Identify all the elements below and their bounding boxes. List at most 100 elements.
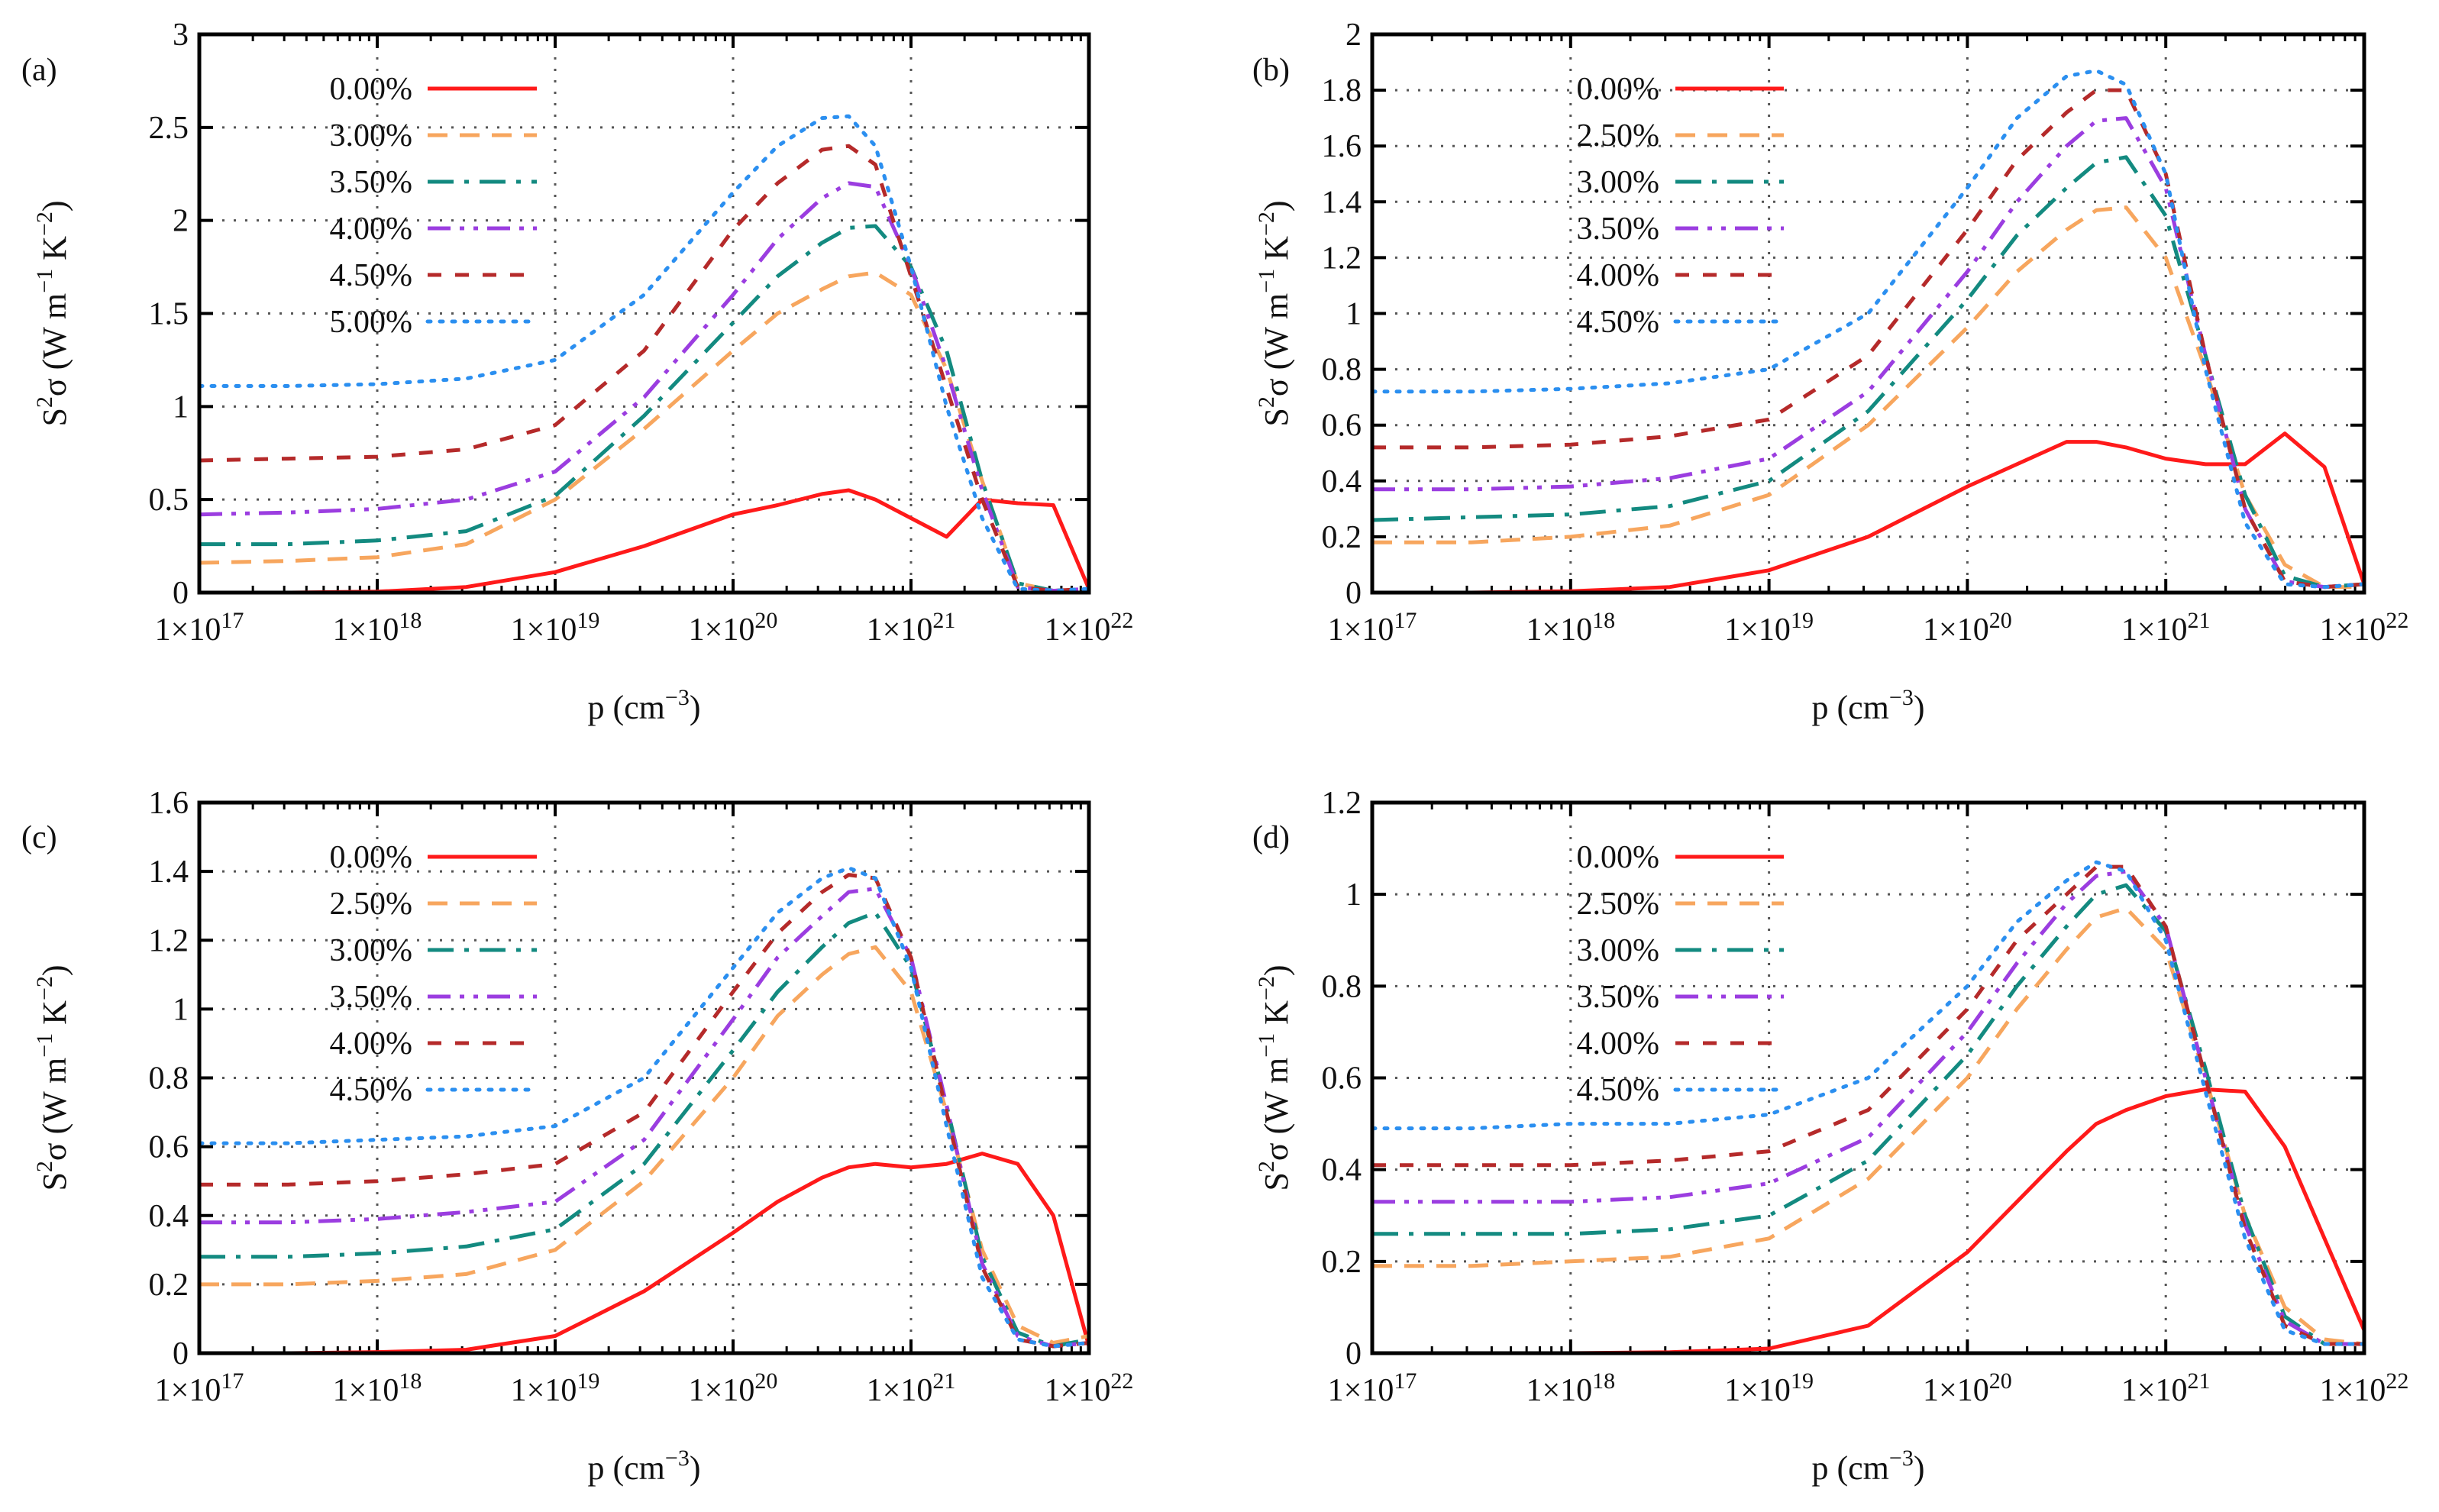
y-tick-label: 1 (173, 992, 189, 1027)
x-tick-label: 1×1017 (1328, 1368, 1417, 1408)
legend-label: 2.50% (1577, 118, 1660, 153)
series-line-2.50% (1372, 205, 2364, 590)
x-tick-exponent: 19 (577, 608, 599, 633)
y-tick-label: 1.2 (1322, 241, 1362, 276)
legend-label: 0.00% (1577, 72, 1660, 107)
y-tick-label: 0 (1345, 576, 1362, 611)
x-tick-exponent: 21 (2188, 1368, 2211, 1394)
x-tick-base: 1×10 (2320, 612, 2386, 648)
y-tick-label: 1 (1345, 297, 1362, 332)
x-tick-base: 1×10 (1328, 1373, 1394, 1408)
y-tick-label: 0 (173, 1336, 189, 1371)
legend-label: 0.00% (330, 840, 413, 875)
x-tick-base: 1×10 (155, 1373, 221, 1408)
panel-c: (c)00.20.40.60.811.21.41.61×1017 1×1018 1×… (21, 786, 1133, 1487)
y-tick-label: 0.4 (1322, 1153, 1362, 1188)
y-axis-label: S2σ (W m−1 K−2) (32, 964, 73, 1191)
y-label-sup: 2 (32, 396, 57, 408)
y-label-text: S (1258, 1172, 1295, 1191)
x-tick-label: 1×1020 (1923, 1368, 2012, 1408)
series-line-5.00% (197, 114, 1091, 593)
x-tick-label: 1×1022 (1045, 608, 1134, 648)
y-tick-label: 0 (1345, 1336, 1362, 1371)
x-tick-exponent: 22 (2386, 1368, 2408, 1394)
x-tick-base: 1×10 (1526, 1373, 1592, 1408)
y-label-sup: −1 (32, 269, 57, 293)
x-tick-label: 1×1019 (1724, 608, 1814, 648)
legend-label: 2.50% (1577, 887, 1660, 922)
y-label-text: S (36, 408, 73, 426)
x-tick-exponent: 19 (577, 1368, 599, 1394)
y-tick-label: 1.4 (149, 855, 189, 890)
legend-label: 0.00% (330, 72, 413, 107)
legend-label: 4.00% (330, 1026, 413, 1061)
y-tick-label: 1.5 (149, 297, 189, 332)
y-label-sup: 2 (1254, 396, 1279, 408)
y-label-text: σ (W m (1258, 293, 1295, 396)
y-axis-label: S2σ (W m−1 K−2) (1254, 200, 1295, 426)
x-tick-exponent: 20 (1989, 1368, 2012, 1394)
y-label-sup: 2 (1254, 1161, 1279, 1172)
legend-label: 4.50% (1577, 1073, 1660, 1108)
x-tick-exponent: 18 (1592, 1368, 1615, 1394)
y-tick-label: 0 (173, 576, 189, 611)
y-label-text: σ (W m (36, 1058, 73, 1161)
x-tick-exponent: 21 (2188, 608, 2211, 633)
panel-label: (a) (21, 53, 57, 88)
y-tick-label: 1.4 (1322, 185, 1362, 220)
y-label-sup: −2 (1254, 976, 1279, 1000)
legend-label: 4.50% (330, 1073, 413, 1108)
legend-label: 4.50% (1577, 305, 1660, 340)
x-tick-base: 1×10 (1328, 612, 1394, 648)
legend-label: 3.50% (330, 165, 413, 200)
x-tick-label: 1×1022 (1045, 1368, 1134, 1408)
series-line-2.50% (199, 945, 1090, 1345)
x-tick-exponent: 20 (754, 608, 777, 633)
x-tick-base: 1×10 (689, 612, 755, 648)
y-tick-label: 1.8 (1322, 73, 1362, 108)
legend-label: 2.50% (330, 887, 413, 922)
series-line-3.50% (199, 224, 1090, 593)
x-tick-exponent: 22 (2386, 608, 2408, 633)
y-label-sup: −1 (1254, 269, 1279, 293)
series-line-0.00% (199, 1152, 1091, 1355)
series-line-2.50% (1372, 906, 2365, 1346)
y-tick-label: 0.8 (1322, 353, 1362, 388)
x-label-text: ) (1914, 1449, 1925, 1487)
y-tick-label: 0.2 (1322, 1245, 1362, 1280)
series-line-3.50% (1372, 116, 2365, 590)
x-tick-label: 1×1022 (2320, 1368, 2409, 1408)
x-label-sup: −3 (665, 685, 690, 710)
y-label-text: σ (W m (1258, 1058, 1295, 1161)
legend-label: 3.50% (1577, 212, 1660, 247)
x-tick-exponent: 17 (221, 608, 244, 633)
x-tick-exponent: 19 (1791, 608, 1814, 633)
x-tick-label: 1×1019 (511, 1368, 600, 1408)
y-tick-label: 0.8 (1322, 969, 1362, 1004)
x-tick-base: 1×10 (511, 1373, 577, 1408)
y-tick-label: 1.6 (1322, 129, 1362, 164)
y-tick-label: 3 (173, 18, 189, 53)
x-tick-base: 1×10 (867, 1373, 933, 1408)
x-tick-label: 1×1021 (867, 1368, 956, 1408)
y-label-sup: −1 (32, 1033, 57, 1058)
x-tick-exponent: 18 (399, 1368, 422, 1394)
x-axis-label: p (cm−3) (588, 1446, 701, 1487)
y-label-text: K (36, 1000, 73, 1033)
x-tick-base: 1×10 (867, 612, 933, 648)
series-line-4.00% (199, 873, 1090, 1349)
x-label-sup: −3 (665, 1446, 690, 1471)
x-label-text: ) (690, 1449, 701, 1487)
panel-label: (d) (1252, 820, 1290, 855)
y-tick-label: 2 (1345, 18, 1362, 53)
legend-label: 4.00% (330, 212, 413, 247)
x-tick-base: 1×10 (1045, 612, 1111, 648)
legend-label: 4.00% (1577, 1026, 1660, 1061)
y-label-text: S (1258, 408, 1295, 426)
x-label-sup: −3 (1889, 685, 1914, 710)
x-tick-label: 1×1018 (333, 608, 422, 648)
series-line-3.00% (199, 910, 1090, 1349)
x-tick-base: 1×10 (511, 612, 577, 648)
x-tick-label: 1×1017 (155, 1368, 244, 1408)
legend-label: 3.50% (1577, 980, 1660, 1015)
